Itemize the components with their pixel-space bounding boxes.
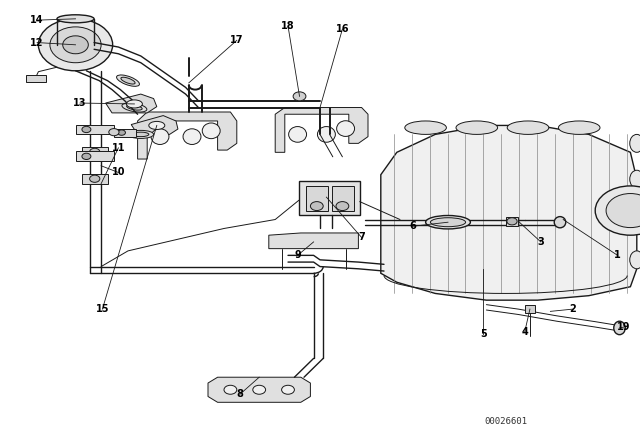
Text: 8: 8 — [237, 389, 243, 399]
Polygon shape — [275, 108, 368, 152]
Text: 7: 7 — [358, 233, 365, 242]
Circle shape — [253, 385, 266, 394]
Circle shape — [118, 130, 125, 135]
Circle shape — [82, 153, 91, 159]
Text: 13: 13 — [73, 98, 87, 108]
Ellipse shape — [630, 134, 640, 152]
Ellipse shape — [57, 15, 94, 23]
Circle shape — [224, 385, 237, 394]
Circle shape — [109, 129, 119, 136]
Ellipse shape — [128, 130, 154, 138]
Circle shape — [293, 92, 306, 101]
Bar — [76, 125, 114, 134]
Circle shape — [310, 202, 323, 211]
Circle shape — [38, 19, 113, 71]
Bar — [299, 181, 360, 215]
Text: 16: 16 — [335, 24, 349, 34]
Ellipse shape — [630, 251, 640, 269]
Ellipse shape — [554, 217, 566, 228]
Ellipse shape — [317, 127, 335, 142]
Bar — [506, 217, 518, 226]
Bar — [306, 186, 328, 211]
Polygon shape — [106, 94, 157, 113]
Circle shape — [282, 385, 294, 394]
Ellipse shape — [151, 129, 169, 145]
Ellipse shape — [122, 103, 147, 112]
Bar — [82, 174, 108, 184]
Ellipse shape — [202, 123, 220, 139]
Ellipse shape — [127, 100, 143, 108]
Ellipse shape — [430, 218, 466, 227]
Text: 15: 15 — [95, 304, 109, 314]
Text: 4: 4 — [522, 327, 528, 336]
Bar — [76, 151, 114, 161]
Text: 11: 11 — [111, 143, 125, 153]
Ellipse shape — [404, 121, 447, 134]
Ellipse shape — [116, 75, 140, 86]
Text: 5: 5 — [480, 329, 486, 339]
Ellipse shape — [426, 215, 470, 229]
Circle shape — [63, 36, 88, 54]
Polygon shape — [381, 125, 637, 300]
Ellipse shape — [630, 170, 640, 188]
Ellipse shape — [121, 77, 135, 84]
Polygon shape — [131, 116, 178, 134]
Circle shape — [90, 148, 100, 155]
Polygon shape — [138, 112, 237, 159]
Ellipse shape — [559, 121, 600, 134]
Text: 9: 9 — [294, 250, 301, 260]
Ellipse shape — [183, 129, 201, 145]
Polygon shape — [269, 233, 358, 249]
Ellipse shape — [614, 321, 625, 335]
Bar — [26, 75, 46, 82]
Text: 6: 6 — [410, 221, 416, 231]
Text: 18: 18 — [281, 21, 295, 31]
Circle shape — [82, 126, 91, 133]
Text: 10: 10 — [111, 168, 125, 177]
Text: 14: 14 — [30, 15, 44, 25]
Bar — [525, 305, 535, 313]
Bar — [332, 186, 354, 211]
Ellipse shape — [149, 121, 165, 129]
Text: 1: 1 — [614, 250, 621, 260]
Bar — [114, 129, 136, 137]
Circle shape — [606, 194, 640, 228]
Bar — [82, 147, 108, 157]
Polygon shape — [208, 377, 310, 402]
Circle shape — [90, 175, 100, 182]
Text: 19: 19 — [617, 322, 631, 332]
Ellipse shape — [289, 127, 307, 142]
Text: 3: 3 — [538, 237, 544, 247]
Ellipse shape — [507, 121, 548, 134]
Text: 17: 17 — [230, 35, 244, 45]
Ellipse shape — [337, 121, 355, 136]
Ellipse shape — [630, 211, 640, 228]
Ellipse shape — [456, 121, 498, 134]
Text: 2: 2 — [570, 304, 576, 314]
Circle shape — [336, 202, 349, 211]
Ellipse shape — [133, 132, 149, 137]
Circle shape — [507, 218, 517, 225]
Ellipse shape — [127, 105, 142, 110]
Text: 12: 12 — [30, 38, 44, 47]
Text: 00026601: 00026601 — [484, 417, 527, 426]
Circle shape — [595, 186, 640, 235]
Circle shape — [50, 27, 101, 63]
